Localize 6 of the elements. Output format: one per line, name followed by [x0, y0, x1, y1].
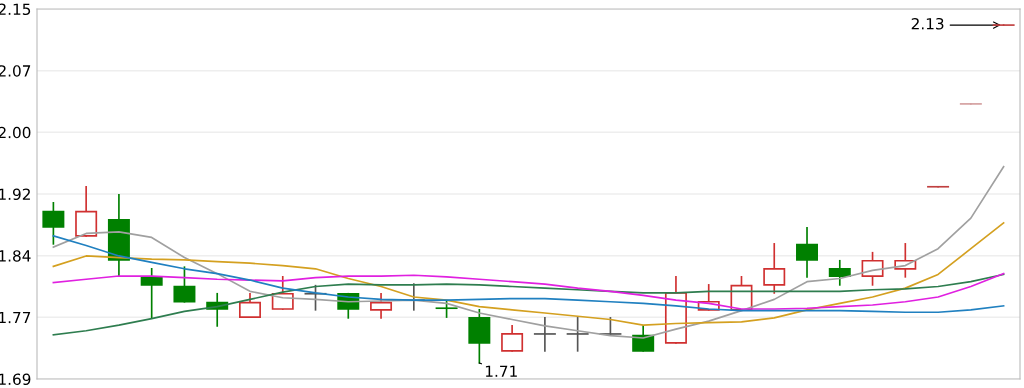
y-tick-label: 1.92	[0, 188, 30, 201]
y-tick-label: 1.77	[0, 311, 31, 324]
y-tick-label: 1.69	[0, 373, 31, 386]
annotation: 2.13	[911, 17, 944, 30]
annotation: 1.71	[485, 365, 517, 377]
y-tick-label: 1.84	[0, 250, 31, 262]
